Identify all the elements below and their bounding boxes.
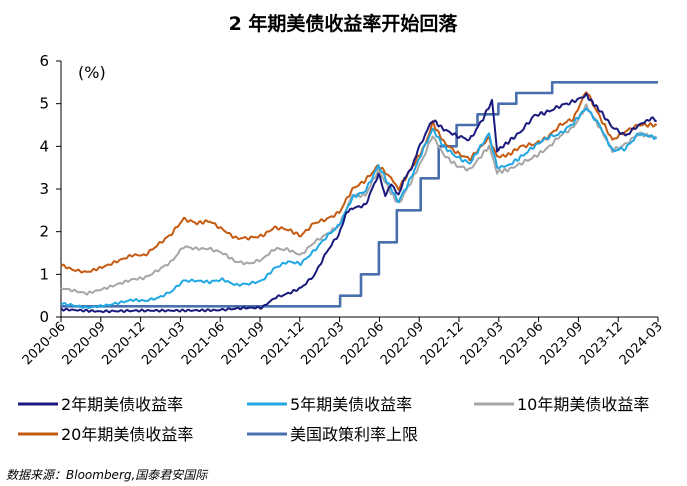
series-line-1 bbox=[60, 92, 657, 314]
series-line-3 bbox=[60, 103, 658, 296]
y-tick-label: 5 bbox=[39, 95, 49, 113]
axes: 01234562020-062020-092020-122021-032021-… bbox=[20, 52, 666, 368]
legend-label-5: 美国政策利率上限 bbox=[290, 425, 418, 444]
legend: 2年期美债收益率 5年期美债收益率 10年期美债收益率 20年期美债收益率 美国政策利率… bbox=[18, 395, 649, 444]
source-note: 数据来源：Bloomberg,国泰君安国际 bbox=[6, 468, 208, 482]
y-tick-label: 1 bbox=[39, 265, 49, 283]
legend-label-4: 20年期美债收益率 bbox=[61, 425, 193, 444]
chart-title: 2 年期美债收益率开始回落 bbox=[229, 12, 459, 35]
y-tick-label: 2 bbox=[39, 223, 49, 241]
series-layer bbox=[60, 81, 658, 314]
y-unit-label: (%) bbox=[78, 63, 106, 82]
y-tick-label: 6 bbox=[39, 52, 49, 70]
series-line-4 bbox=[60, 91, 658, 274]
y-tick-label: 3 bbox=[39, 180, 49, 198]
legend-label-3: 10年期美债收益率 bbox=[517, 395, 649, 414]
legend-label-2: 5年期美债收益率 bbox=[290, 395, 412, 414]
x-tick-label: 2024-03 bbox=[617, 319, 666, 368]
y-tick-label: 0 bbox=[39, 308, 49, 326]
series-line-2 bbox=[60, 107, 657, 309]
series-line-5 bbox=[61, 81, 658, 308]
legend-label-1: 2年期美债收益率 bbox=[61, 395, 183, 414]
y-tick-label: 4 bbox=[39, 137, 49, 155]
